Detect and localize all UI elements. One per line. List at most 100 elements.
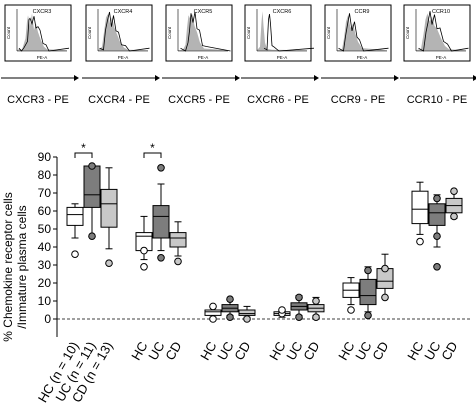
significance-bracket — [143, 152, 162, 158]
significance-label: * — [81, 141, 86, 155]
histogram-panel: CXCR5 PE-A Count — [165, 4, 233, 62]
stained-histogram — [180, 11, 231, 52]
outlier-point — [312, 313, 320, 322]
pe-arrow-head — [394, 75, 399, 81]
outlier-point — [174, 257, 182, 266]
outlier-point — [209, 315, 217, 323]
histogram-panel: CXCR6 PE-A Count — [244, 4, 315, 62]
box — [238, 309, 256, 316]
outlier-point — [312, 297, 320, 305]
x-tick-label: CD — [369, 339, 391, 363]
outlier-point — [140, 246, 148, 255]
outlier-point — [433, 263, 441, 271]
isotype-histogram — [337, 15, 387, 52]
panel-marker-label: CCR10 — [432, 9, 450, 15]
isotype-histogram — [257, 11, 307, 52]
panel-frame — [244, 4, 312, 62]
histogram-panel: CXCR4 PE-A Count — [85, 4, 153, 62]
panel-axis-label: PE-A — [118, 55, 129, 60]
pe-axis-label: CXCR4 - PE — [88, 94, 150, 106]
pe-axis-label: CCR9 - PE — [331, 94, 385, 106]
box — [152, 205, 170, 239]
panel-axis-label: PE-A — [277, 55, 288, 60]
outlier-point — [226, 313, 234, 322]
y-tick-label: 0 — [44, 312, 51, 326]
outlier-point — [243, 315, 251, 323]
outlier-point — [209, 302, 217, 311]
panel-marker-label: CXCR5 — [194, 9, 213, 15]
y-tick-label: 20 — [38, 276, 52, 290]
isotype-histogram — [17, 13, 67, 51]
y-tick-label: 30 — [38, 258, 52, 272]
significance-bracket — [74, 152, 93, 158]
box-plot: % Chemokine receptor cells/Immature plas… — [1, 141, 472, 405]
x-tick-label: CD — [231, 339, 253, 363]
y-tick-label: 40 — [38, 240, 52, 254]
y-axis-title: % Chemokine receptor cells — [1, 192, 15, 341]
panel-marker-label: CXCR3 — [33, 9, 52, 15]
box — [169, 232, 187, 248]
outlier-point — [364, 266, 372, 275]
x-tick-label: CD — [300, 339, 322, 363]
panel-axis-label: PE-A — [37, 55, 48, 60]
panel-y-axis-label: Count — [87, 26, 92, 39]
outlier-point — [157, 164, 165, 172]
panel-y-axis-label: Count — [246, 26, 251, 39]
significance-label: * — [150, 141, 155, 155]
panel-y-axis-label: Count — [167, 26, 172, 39]
panel-marker-label: CCR9 — [355, 9, 370, 15]
panel-frame — [324, 4, 392, 62]
outlier-point — [450, 187, 458, 195]
stained-histogram — [18, 16, 70, 52]
panel-marker-label: CXCR6 — [273, 9, 292, 15]
y-tick-label: 50 — [38, 222, 52, 236]
isotype-histogram — [416, 13, 466, 51]
outlier-point — [140, 263, 148, 271]
pe-arrow-head — [155, 75, 160, 81]
outlier-point — [433, 232, 441, 240]
outlier-point — [226, 295, 234, 304]
box — [204, 309, 222, 316]
stained-histogram — [418, 11, 469, 52]
outlier-point — [88, 232, 96, 240]
stained-histogram — [99, 11, 150, 52]
outlier-point — [295, 293, 303, 302]
outlier-point — [433, 194, 441, 203]
outlier-point — [105, 259, 113, 268]
panel-frame — [165, 4, 233, 62]
outlier-point — [71, 250, 79, 258]
outlier-point — [381, 293, 389, 302]
outlier-point — [381, 264, 389, 273]
y-tick-label: 80 — [38, 168, 52, 182]
histogram-panel: CCR10 PE-A Count — [403, 4, 471, 62]
panel-y-axis-label: Count — [326, 26, 331, 39]
pe-axis-label: CXCR5 - PE — [168, 94, 230, 106]
outlier-point — [157, 253, 165, 262]
panel-axis-label: PE-A — [198, 55, 209, 60]
outlier-point — [416, 237, 424, 246]
stained-histogram — [263, 14, 315, 52]
x-tick-label: CD — [162, 339, 184, 363]
box — [359, 278, 377, 306]
pe-axis-label: CXCR3 - PE — [7, 94, 69, 106]
histogram-panel: CXCR3 PE-A Count — [4, 4, 72, 62]
y-tick-label: 90 — [38, 150, 52, 164]
pe-axis-label: CCR10 - PE — [407, 94, 468, 106]
histogram-panel: CCR9 PE-A Count — [324, 4, 392, 62]
box — [411, 190, 429, 225]
panel-y-axis-label: Count — [6, 26, 11, 39]
outlier-point — [88, 162, 96, 170]
pe-arrow-head — [235, 75, 240, 81]
x-tick-label: CD — [438, 339, 460, 363]
pe-arrow-head — [74, 75, 79, 81]
outlier-point — [278, 306, 286, 314]
pe-arrow-head — [473, 75, 476, 81]
box — [83, 165, 101, 208]
outlier-point — [295, 313, 303, 322]
box — [428, 203, 446, 226]
